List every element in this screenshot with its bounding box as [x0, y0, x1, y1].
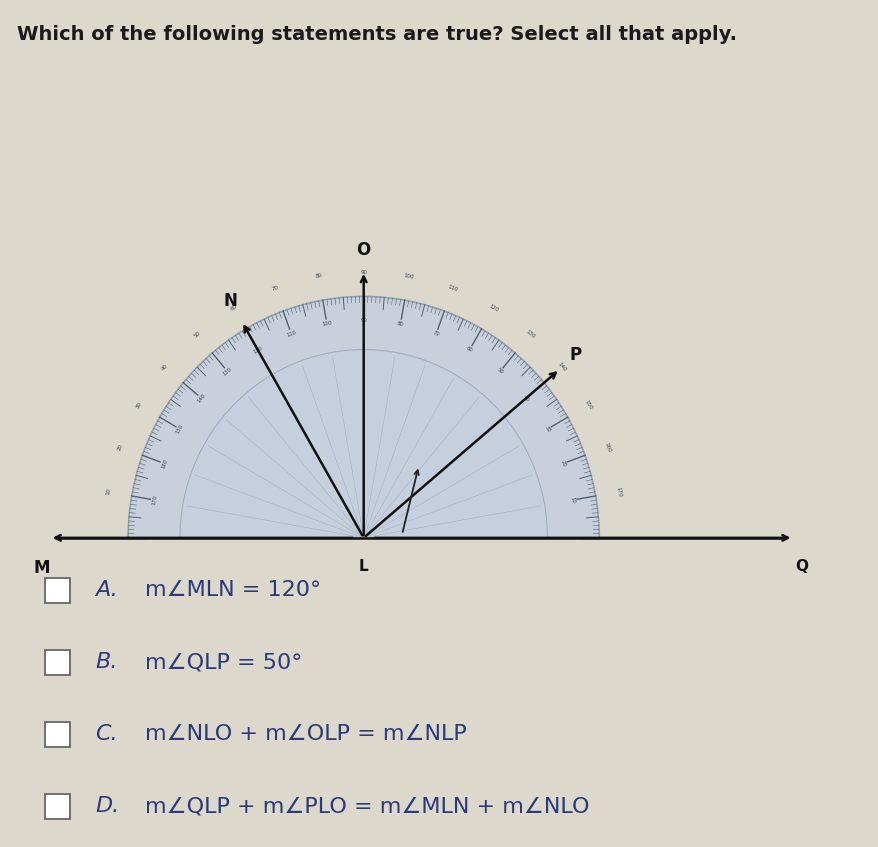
- Text: 130: 130: [524, 329, 536, 340]
- Wedge shape: [128, 296, 599, 538]
- Text: m∠QLP + m∠PLO = m∠MLN + m∠NLO: m∠QLP + m∠PLO = m∠MLN + m∠NLO: [145, 796, 588, 817]
- Text: O: O: [356, 241, 371, 259]
- Text: 60: 60: [229, 304, 238, 312]
- Bar: [46, 722, 70, 747]
- Text: 50: 50: [495, 368, 504, 375]
- Text: 20: 20: [558, 460, 565, 468]
- Bar: [46, 794, 70, 819]
- Text: 140: 140: [196, 393, 206, 404]
- Text: 80: 80: [314, 274, 322, 280]
- Text: 80: 80: [396, 321, 404, 327]
- Text: 100: 100: [321, 320, 332, 327]
- Text: 100: 100: [403, 273, 414, 280]
- Text: m∠NLO + m∠OLP = m∠NLP: m∠NLO + m∠OLP = m∠NLP: [145, 724, 466, 745]
- Wedge shape: [180, 350, 547, 538]
- Text: m∠QLP = 50°: m∠QLP = 50°: [145, 652, 302, 673]
- Text: 90: 90: [360, 318, 367, 323]
- Text: 120: 120: [252, 345, 263, 354]
- Text: B.: B.: [95, 652, 118, 673]
- Text: 110: 110: [285, 329, 297, 338]
- Text: 40: 40: [161, 363, 169, 372]
- Text: 50: 50: [192, 330, 201, 339]
- Text: M: M: [33, 559, 49, 577]
- Text: C.: C.: [95, 724, 118, 745]
- Text: P: P: [569, 346, 581, 364]
- Text: 140: 140: [557, 362, 567, 373]
- Text: 120: 120: [487, 303, 499, 313]
- Bar: [46, 650, 70, 675]
- Text: 90: 90: [360, 270, 367, 274]
- Text: 170: 170: [615, 486, 622, 497]
- Text: A.: A.: [95, 580, 118, 601]
- Text: Which of the following statements are true? Select all that apply.: Which of the following statements are tr…: [17, 25, 736, 44]
- Text: 150: 150: [583, 399, 593, 411]
- Text: 110: 110: [446, 285, 457, 292]
- Text: 40: 40: [522, 394, 529, 402]
- Text: 160: 160: [160, 458, 169, 469]
- Text: 30: 30: [135, 401, 143, 409]
- Text: 70: 70: [270, 285, 279, 292]
- Text: 10: 10: [105, 488, 112, 495]
- Text: L: L: [358, 559, 368, 574]
- Text: 60: 60: [465, 346, 473, 353]
- Text: 30: 30: [543, 425, 551, 434]
- Text: Q: Q: [795, 559, 808, 574]
- Text: D.: D.: [95, 796, 119, 817]
- Text: N: N: [223, 292, 237, 310]
- Text: 160: 160: [602, 441, 611, 453]
- Text: 70: 70: [432, 330, 440, 337]
- Text: 150: 150: [176, 424, 184, 435]
- Text: m∠MLN = 120°: m∠MLN = 120°: [145, 580, 320, 601]
- Text: 20: 20: [117, 443, 124, 451]
- Text: 170: 170: [151, 495, 158, 506]
- Text: 10: 10: [569, 496, 575, 504]
- Bar: [46, 578, 70, 603]
- Text: 130: 130: [222, 366, 233, 377]
